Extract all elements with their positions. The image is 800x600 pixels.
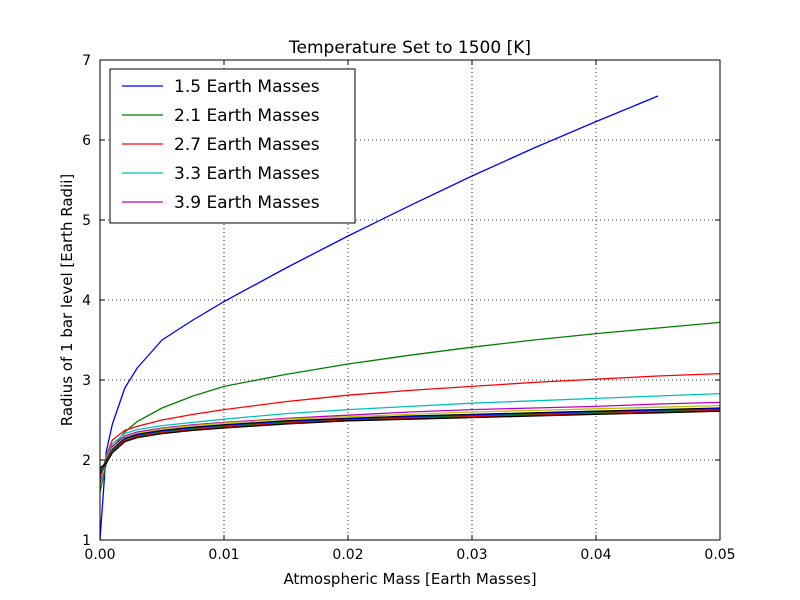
legend-box	[109, 68, 356, 224]
series-lines	[100, 95, 720, 540]
y-tick-label: 5	[82, 213, 91, 229]
legend-label: 2.1 Earth Masses	[174, 106, 320, 126]
legend-label: 1.5 Earth Masses	[174, 77, 320, 97]
legend-label: 2.7 Earth Masses	[174, 135, 320, 155]
x-tick-label: 0.02	[332, 547, 363, 563]
y-tick-label: 2	[82, 453, 91, 469]
y-tick-label: 3	[82, 373, 91, 389]
series-line-5	[100, 401, 720, 478]
axis-ticks: 0.00 0.01 0.02 0.03 0.04 0.05 1 2 3 4 5 6 7	[82, 53, 736, 563]
chart-title: Temperature Set to 1500 [K]	[288, 38, 531, 58]
legend: 1.5 Earth Masses 2.1 Earth Masses 2.7 Eart…	[109, 68, 356, 224]
x-tick-label: 0.04	[580, 547, 611, 563]
x-tick-label: 0.03	[456, 547, 487, 563]
y-tick-label: 6	[82, 133, 91, 149]
x-tick-label: 0.00	[84, 547, 115, 563]
y-tick-label: 1	[82, 533, 91, 549]
y-axis-label: Radius of 1 bar level [Earth Radii]	[58, 174, 76, 427]
x-axis-label: Atmospheric Mass [Earth Masses]	[283, 570, 536, 588]
x-tick-label: 0.05	[704, 547, 735, 563]
legend-label: 3.3 Earth Masses	[174, 164, 320, 184]
series-line-3	[100, 372, 720, 485]
series-line-2	[100, 321, 720, 493]
legend-label: 3.9 Earth Masses	[174, 193, 320, 213]
series-line-6	[100, 404, 720, 477]
x-tick-label: 0.01	[208, 547, 239, 563]
y-tick-label: 7	[82, 53, 91, 69]
y-tick-label: 4	[82, 293, 91, 309]
series-line-4	[100, 392, 720, 481]
series-line-11	[100, 410, 720, 469]
series-line-1	[100, 95, 659, 540]
